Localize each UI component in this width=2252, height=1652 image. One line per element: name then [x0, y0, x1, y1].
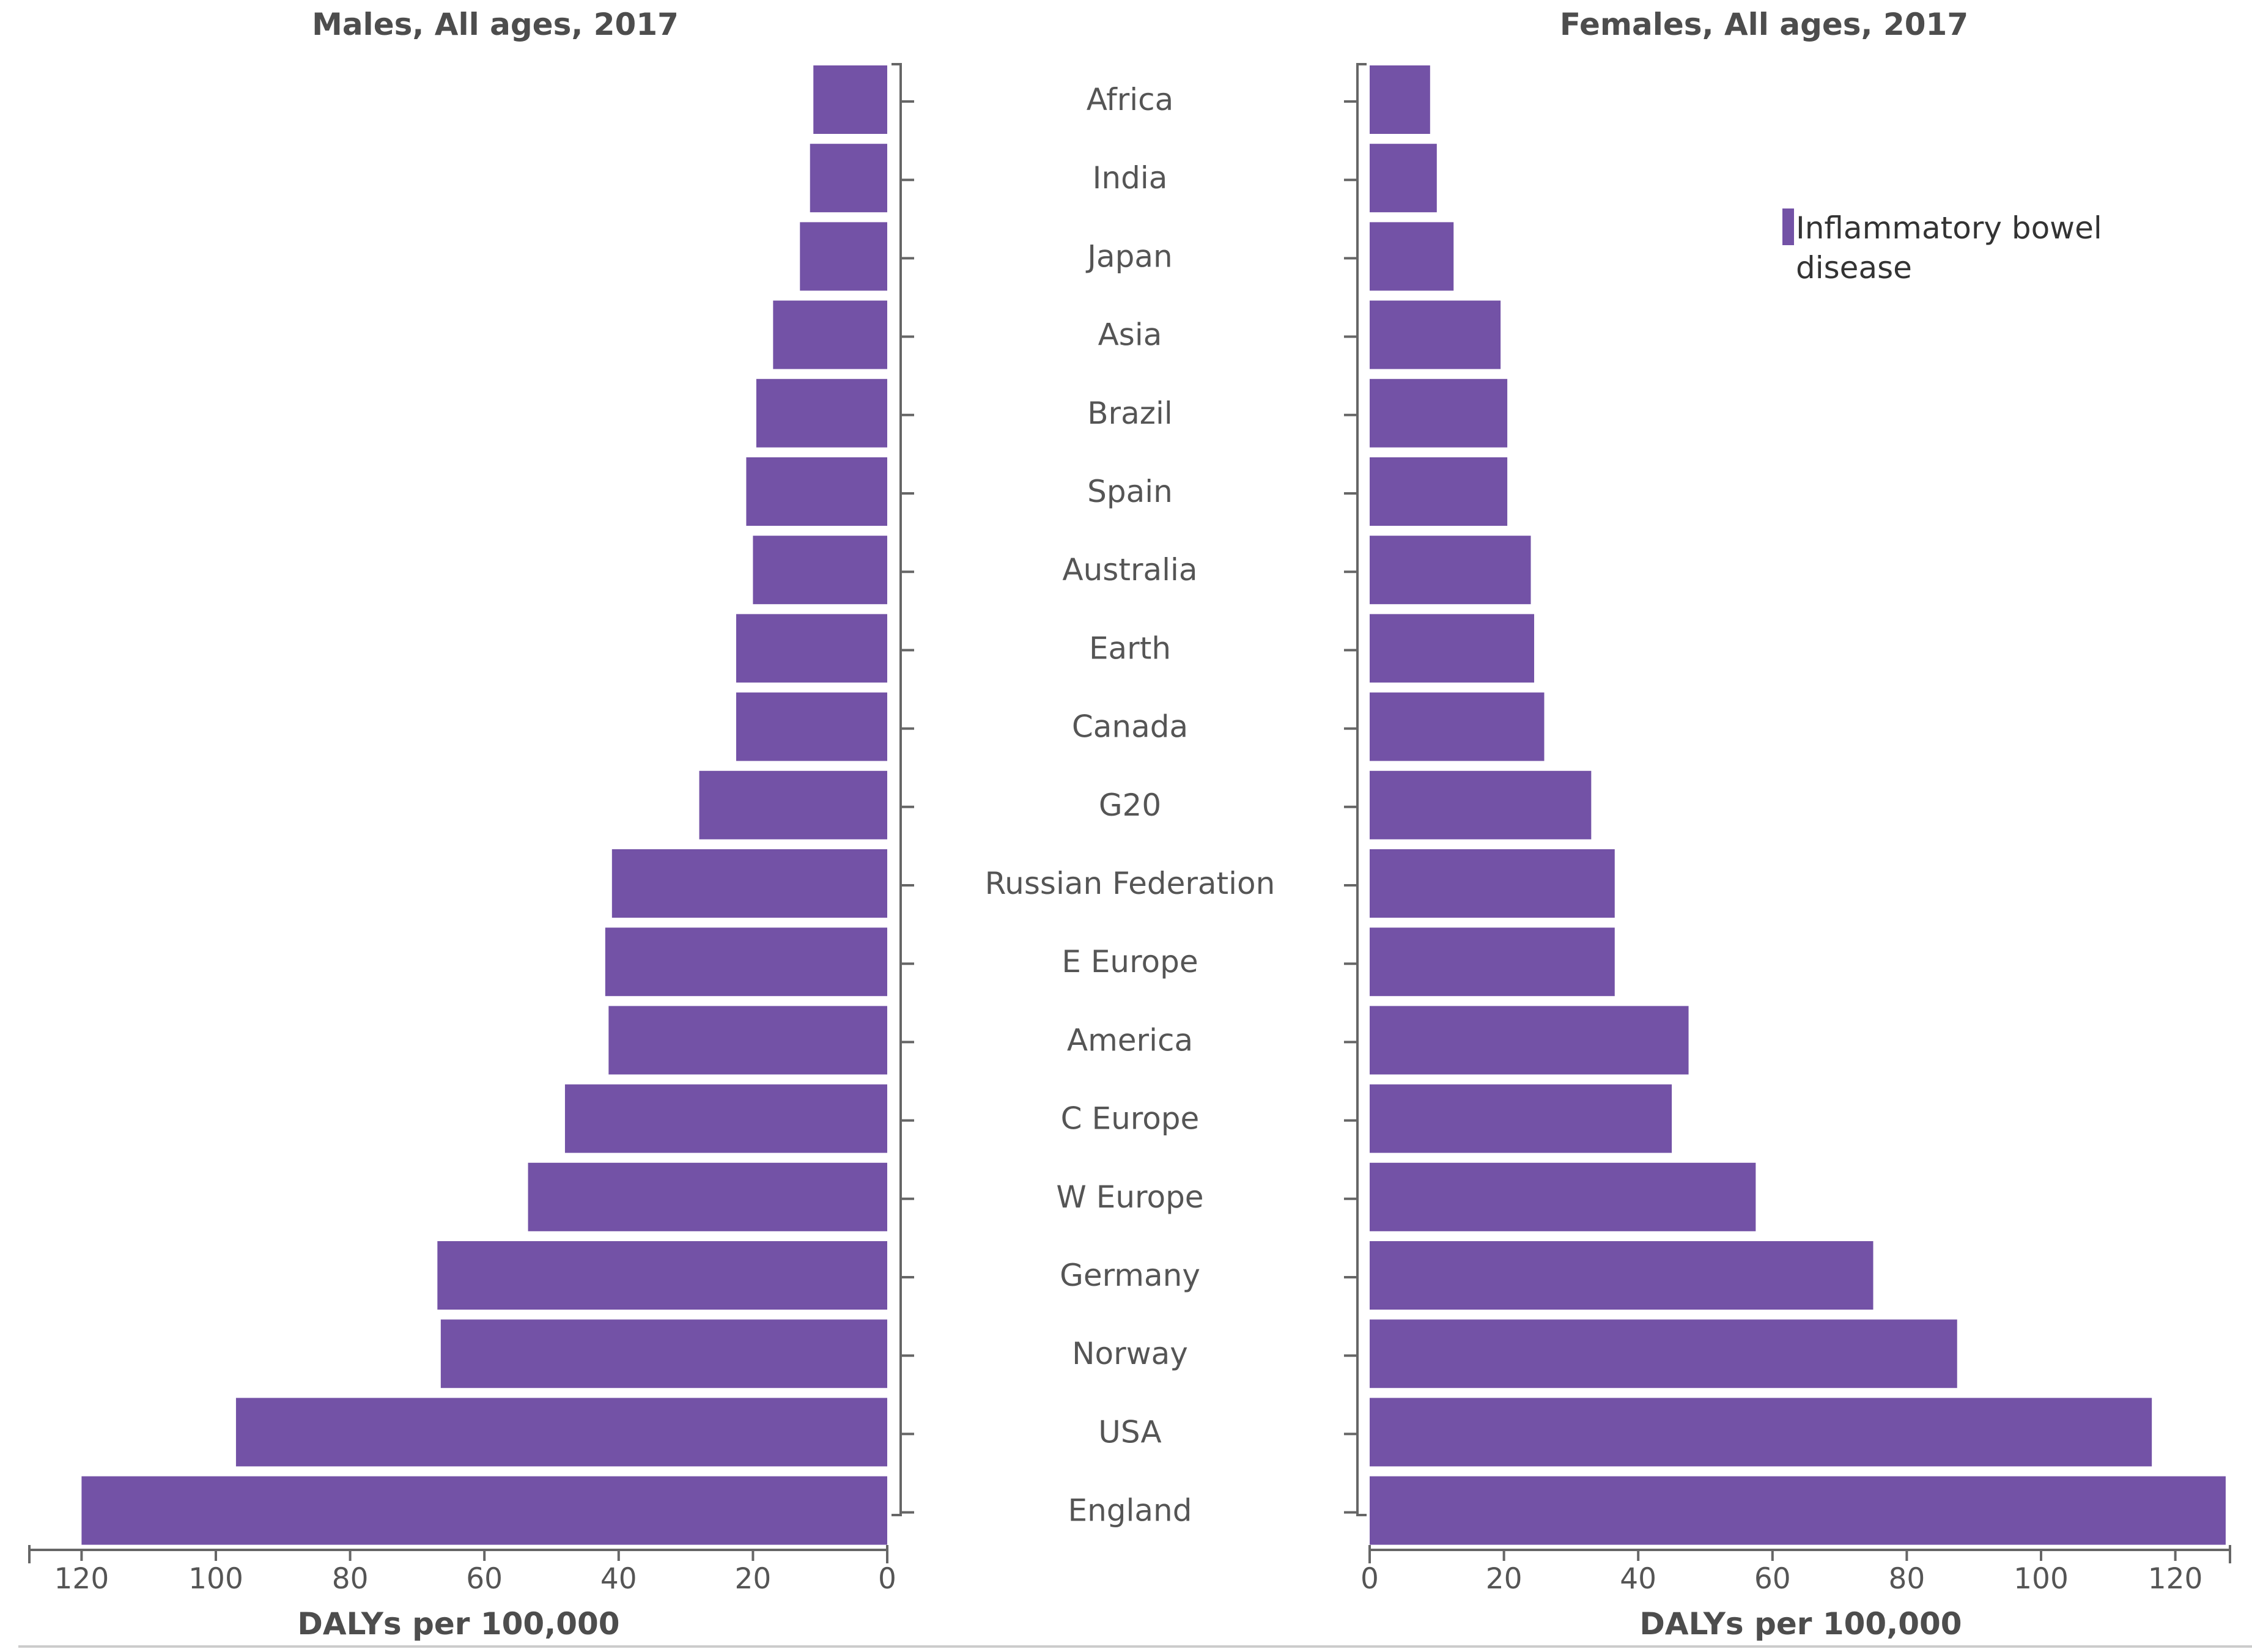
females-bar-earth [1370, 614, 1535, 683]
legend-label-line2: disease [1796, 250, 1912, 286]
females-panel-title: Females, All ages, 2017 [1560, 7, 1968, 42]
females-x-axis: 0 20 40 60 80 100 120 [1344, 63, 2231, 1596]
females-bar-spain [1370, 457, 1508, 526]
females-x-tick-label-20: 20 [1486, 1562, 1523, 1596]
females-bar-america [1370, 1006, 1689, 1075]
females-bar-japan [1370, 222, 1454, 291]
males-bar-usa [235, 1398, 888, 1467]
males-x-tick-label-40: 40 [600, 1562, 637, 1596]
males-bar-japan [800, 222, 887, 291]
males-x-tick-label-80: 80 [332, 1562, 369, 1596]
females-x-tick-label-0: 0 [1360, 1562, 1379, 1596]
females-bar-canada [1370, 692, 1545, 761]
males-y-axis-line [892, 63, 902, 1516]
category-label-earth: Earth [1089, 630, 1171, 666]
males-panel: Males, All ages, 2017 0 20 40 60 80 100 120 DA… [28, 7, 914, 1642]
males-bar-india [810, 144, 887, 213]
category-label-brazil: Brazil [1087, 396, 1173, 431]
females-bar-australia [1370, 536, 1531, 605]
category-label-usa: USA [1098, 1414, 1161, 1450]
males-bar-germany [437, 1241, 887, 1310]
females-bar-c-europe [1370, 1084, 1672, 1153]
males-x-axis: 0 20 40 60 80 100 120 [28, 63, 914, 1596]
category-label-canada: Canada [1072, 709, 1188, 745]
females-bar-germany [1370, 1241, 1874, 1310]
category-label-japan: Japan [1085, 238, 1172, 274]
females-x-tick-label-40: 40 [1620, 1562, 1656, 1596]
males-x-axis-title: DALYs per 100,000 [297, 1606, 619, 1642]
males-x-tick-label-120: 120 [54, 1562, 109, 1596]
males-x-tick-label-60: 60 [466, 1562, 503, 1596]
legend: Inflammatory bowel disease [1782, 208, 2102, 286]
females-bar-asia [1370, 300, 1501, 369]
category-label-e-europe: E Europe [1061, 944, 1198, 979]
females-bar-russian-federation [1370, 849, 1615, 918]
males-bar-canada [736, 692, 887, 761]
males-bar-earth [736, 614, 887, 683]
males-bar-australia [753, 536, 887, 605]
category-label-germany: Germany [1060, 1258, 1200, 1293]
category-label-c-europe: C Europe [1061, 1101, 1200, 1137]
category-labels: Africa India Japan Asia Brazil Spain Australia… [985, 82, 1276, 1528]
females-bar-india [1370, 144, 1437, 213]
males-bars [81, 65, 888, 1545]
females-bars [1370, 65, 2226, 1545]
females-x-axis-title: DALYs per 100,000 [1639, 1606, 1962, 1642]
females-bar-g20 [1370, 770, 1592, 839]
males-bar-africa [813, 65, 887, 134]
category-label-asia: Asia [1098, 317, 1162, 353]
males-bar-brazil [756, 378, 887, 448]
category-label-w-europe: W Europe [1056, 1179, 1203, 1215]
females-x-tick-label-60: 60 [1754, 1562, 1791, 1596]
females-bar-w-europe [1370, 1162, 1756, 1231]
males-bar-w-europe [528, 1162, 887, 1231]
males-bar-england [81, 1476, 887, 1545]
category-label-india: India [1093, 160, 1168, 196]
category-label-australia: Australia [1062, 552, 1197, 588]
legend-label-line1: Inflammatory bowel [1796, 210, 2102, 246]
legend-swatch [1782, 208, 1794, 245]
males-x-tick-label-20: 20 [734, 1562, 771, 1596]
category-label-russian-federation: Russian Federation [985, 866, 1276, 901]
females-x-tick-label-100: 100 [2014, 1562, 2069, 1596]
category-label-norway: Norway [1072, 1336, 1188, 1371]
males-bar-russian-federation [611, 849, 887, 918]
category-label-spain: Spain [1087, 474, 1173, 509]
females-x-tick-label-80: 80 [1888, 1562, 1925, 1596]
females-bar-e-europe [1370, 927, 1615, 997]
males-bar-america [608, 1006, 887, 1075]
females-bar-africa [1370, 65, 1430, 134]
category-label-america: America [1067, 1022, 1193, 1058]
females-panel: Females, All ages, 2017 0 20 40 60 80 100 120 … [1344, 7, 2231, 1642]
males-bar-spain [746, 457, 887, 526]
category-label-africa: Africa [1087, 82, 1174, 117]
males-bar-c-europe [564, 1084, 887, 1153]
category-label-g20: G20 [1099, 787, 1161, 823]
males-bar-norway [440, 1319, 887, 1388]
females-bar-brazil [1370, 378, 1508, 448]
category-label-england: England [1068, 1493, 1192, 1528]
females-y-axis-line [1356, 63, 1367, 1516]
males-bar-asia [773, 300, 887, 369]
females-bar-norway [1370, 1319, 1957, 1388]
males-x-tick-label-0: 0 [878, 1562, 896, 1596]
females-x-tick-label-120: 120 [2148, 1562, 2203, 1596]
males-x-tick-label-100: 100 [188, 1562, 243, 1596]
males-bar-e-europe [605, 927, 887, 997]
males-panel-title: Males, All ages, 2017 [312, 7, 679, 42]
females-bar-england [1370, 1476, 2226, 1545]
females-bar-usa [1370, 1398, 2152, 1467]
males-bar-g20 [699, 770, 887, 839]
